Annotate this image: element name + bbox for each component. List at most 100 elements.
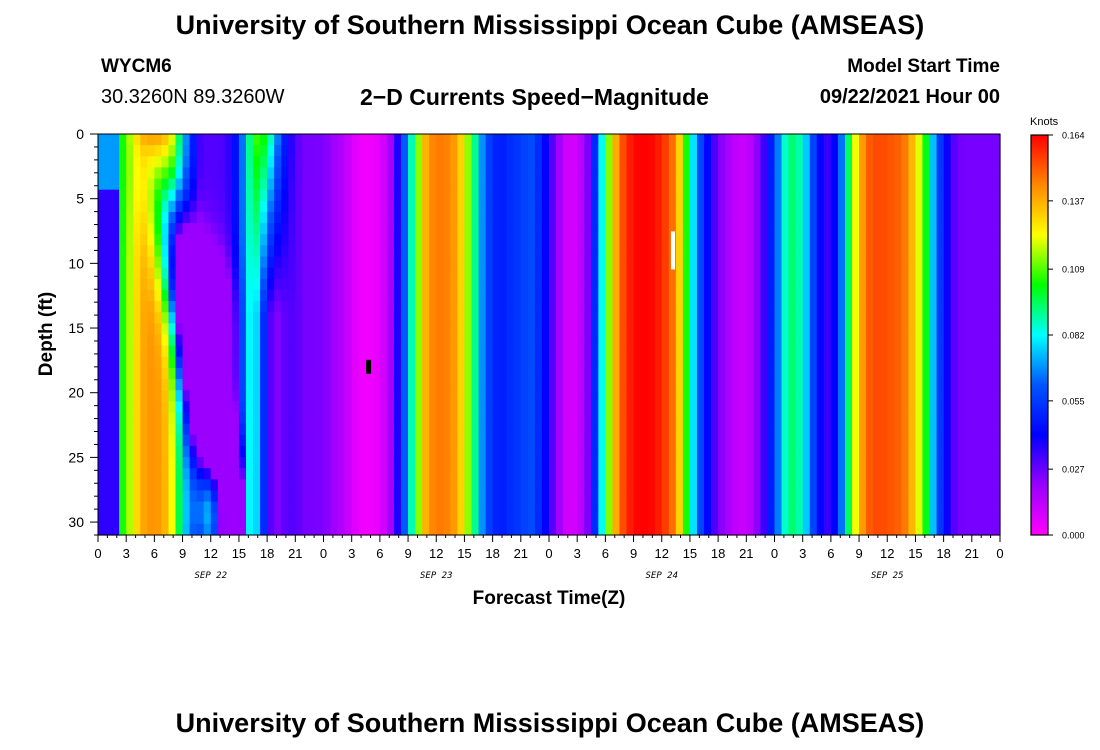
heatmap-cell (971, 501, 980, 514)
heatmap-cell (210, 479, 219, 492)
heatmap-cell (675, 423, 684, 436)
heatmap-cell (852, 390, 860, 402)
heatmap-cell (499, 245, 508, 258)
heatmap-cell (633, 189, 642, 202)
heatmap-cell (372, 479, 381, 492)
heatmap-cell (760, 312, 769, 324)
heatmap-cell (98, 189, 106, 202)
heatmap-cell (640, 256, 649, 269)
heatmap-cell (696, 256, 705, 269)
heatmap-cell (866, 367, 874, 380)
heatmap-cell (274, 457, 282, 469)
heatmap-cell (675, 178, 684, 191)
heatmap-cell (704, 445, 712, 458)
heatmap-cell (288, 334, 296, 347)
heatmap-cell (443, 401, 451, 414)
heatmap-cell (457, 412, 466, 425)
heatmap-cell (675, 434, 684, 447)
heatmap-cell (443, 412, 451, 425)
heatmap-cell (781, 312, 790, 324)
heatmap-cell (245, 289, 254, 302)
heatmap-cell (203, 256, 212, 269)
heatmap-cell (196, 334, 205, 347)
heatmap-cell (499, 334, 508, 347)
heatmap-cell (612, 223, 621, 235)
heatmap-cell (281, 479, 289, 492)
heatmap-cell (640, 423, 649, 436)
heatmap-cell (739, 479, 747, 492)
heatmap-cell (781, 356, 790, 369)
heatmap-cell (908, 211, 917, 224)
heatmap-cell (182, 445, 191, 458)
heatmap-cell (732, 189, 740, 202)
heatmap-cell (591, 490, 599, 503)
heatmap-cell (725, 390, 733, 402)
heatmap-cell (471, 145, 480, 157)
heatmap-cell (372, 379, 381, 391)
heatmap-cell (696, 167, 705, 180)
heatmap-cell (443, 245, 451, 258)
heatmap-cell (943, 523, 952, 536)
heatmap-cell (182, 356, 191, 369)
heatmap-cell (760, 145, 769, 157)
heatmap-cell (288, 200, 296, 213)
heatmap-cell (436, 523, 444, 536)
heatmap-cell (154, 501, 163, 514)
heatmap-cell (809, 412, 818, 425)
heatmap-cell (513, 367, 522, 380)
heatmap-cell (203, 512, 212, 525)
heatmap-cell (633, 345, 642, 358)
heatmap-cell (401, 301, 409, 313)
heatmap-cell (816, 256, 825, 269)
heatmap-cell (168, 334, 177, 347)
heatmap-marker (366, 359, 372, 374)
heatmap-cell (612, 457, 621, 469)
heatmap-cell (464, 334, 473, 347)
heatmap-cell (224, 211, 233, 224)
heatmap-cell (386, 156, 395, 169)
heatmap-cell (429, 367, 437, 380)
heatmap-cell (718, 468, 726, 480)
heatmap-cell (379, 234, 388, 246)
heatmap-cell (591, 312, 599, 324)
heatmap-cell (626, 211, 635, 224)
heatmap-cell (358, 289, 367, 302)
heatmap-cell (718, 490, 726, 503)
heatmap-cell (866, 434, 874, 447)
heatmap-cell (133, 167, 141, 180)
heatmap-cell (492, 189, 501, 202)
heatmap-cell (119, 501, 127, 514)
heatmap-cell (302, 301, 311, 313)
heatmap-cell (126, 367, 134, 380)
heatmap-cell (309, 334, 318, 347)
heatmap-cell (464, 457, 473, 469)
heatmap-cell (584, 178, 592, 191)
heatmap-cell (358, 356, 367, 369)
heatmap-cell (217, 145, 226, 157)
heatmap-cell (760, 256, 769, 269)
heatmap-cell (711, 490, 719, 503)
heatmap-cell (809, 390, 818, 402)
heatmap-cell (245, 278, 254, 291)
heatmap-cell (718, 390, 726, 402)
heatmap-cell (245, 267, 254, 280)
heatmap-cell (161, 401, 170, 414)
heatmap-cell (534, 390, 543, 402)
heatmap-cell (541, 512, 550, 525)
heatmap-cell (506, 211, 515, 224)
heatmap-cell (344, 234, 353, 246)
heatmap-cell (506, 356, 515, 369)
heatmap-cell (950, 501, 959, 514)
heatmap-cell (992, 401, 1001, 414)
heatmap-cell (619, 401, 628, 414)
heatmap-cell (499, 523, 508, 536)
heatmap-cell (767, 234, 776, 246)
x-tick-label: 18 (485, 546, 499, 561)
heatmap-cell (534, 301, 543, 313)
heatmap-cell (112, 267, 120, 280)
heatmap-cell (626, 367, 635, 380)
heatmap-cell (711, 512, 719, 525)
heatmap-cell (393, 479, 402, 492)
heatmap-cell (471, 445, 480, 458)
heatmap-cell (520, 501, 529, 514)
